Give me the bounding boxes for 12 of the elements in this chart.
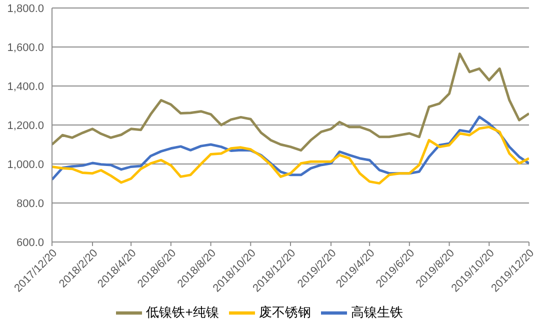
y-tick-label: 1,600.0 [7,42,44,54]
legend-label: 低镍铁+纯镍 [146,304,219,320]
line-series [52,126,529,185]
legend-label: 废不锈钢 [258,304,311,320]
y-tick-label: 1,000.0 [7,158,44,171]
y-tick-label: 1,200.0 [7,120,44,132]
legend-label: 高镍生铁 [350,304,403,320]
y-tick-label: 1,400.0 [7,80,44,93]
y-tick-label: 600.0 [16,236,44,249]
line-series [52,52,529,152]
y-tick-label: 800.0 [16,198,44,210]
y-tick-label: 1,800.0 [7,2,44,15]
